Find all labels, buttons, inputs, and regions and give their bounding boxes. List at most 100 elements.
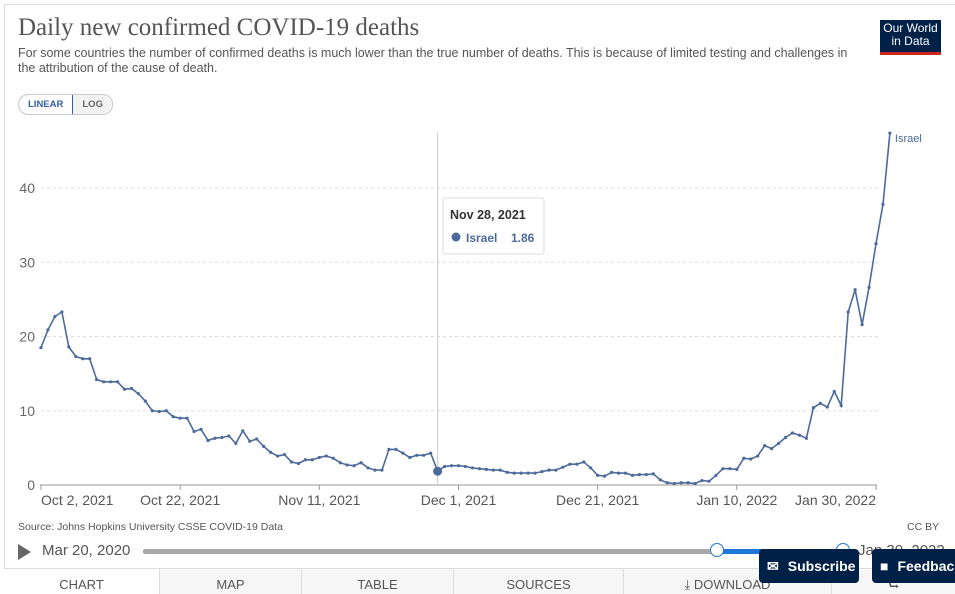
data-point[interactable]	[262, 444, 266, 448]
data-point[interactable]	[317, 455, 321, 460]
data-point[interactable]	[157, 409, 161, 414]
data-point[interactable]	[749, 457, 753, 461]
data-point[interactable]	[776, 441, 781, 446]
data-point[interactable]	[540, 470, 544, 474]
data-point[interactable]	[818, 401, 822, 405]
data-point[interactable]	[88, 357, 92, 361]
data-point[interactable]	[380, 468, 384, 472]
data-point[interactable]	[881, 202, 885, 206]
data-point[interactable]	[296, 461, 301, 466]
data-point[interactable]	[756, 454, 760, 458]
data-point[interactable]	[770, 447, 774, 451]
data-point[interactable]	[470, 466, 475, 470]
data-point[interactable]	[122, 387, 127, 391]
data-point[interactable]	[408, 455, 412, 460]
data-point[interactable]	[227, 434, 231, 438]
data-point[interactable]	[665, 481, 669, 485]
data-point[interactable]	[700, 478, 704, 483]
data-point[interactable]	[533, 471, 537, 475]
data-point[interactable]	[484, 467, 488, 472]
feedback-button[interactable]: ■ Feedbac	[872, 549, 955, 583]
data-point[interactable]	[582, 460, 586, 464]
tab-map[interactable]: MAP	[159, 569, 301, 594]
data-point[interactable]	[67, 345, 71, 349]
data-point[interactable]	[39, 346, 43, 350]
data-point[interactable]	[310, 458, 314, 462]
data-point[interactable]	[234, 441, 238, 446]
timeline-start-handle[interactable]	[710, 543, 724, 557]
data-point[interactable]	[644, 473, 648, 477]
data-point[interactable]	[728, 467, 732, 471]
data-point[interactable]	[81, 357, 85, 361]
tab-chart[interactable]: CHART	[4, 569, 159, 594]
data-point[interactable]	[874, 242, 878, 246]
data-point[interactable]	[547, 468, 551, 472]
data-point[interactable]	[811, 406, 815, 410]
data-point[interactable]	[763, 444, 767, 448]
data-point[interactable]	[797, 433, 802, 437]
data-point[interactable]	[721, 467, 725, 471]
data-point[interactable]	[53, 314, 57, 319]
data-point[interactable]	[839, 403, 843, 408]
data-point[interactable]	[846, 310, 850, 314]
data-point[interactable]	[609, 470, 614, 474]
data-point[interactable]	[171, 415, 175, 419]
data-point[interactable]	[505, 470, 509, 474]
data-point[interactable]	[456, 464, 461, 468]
data-point[interactable]	[129, 386, 134, 391]
data-point[interactable]	[108, 380, 113, 384]
data-point[interactable]	[623, 471, 628, 475]
subscribe-button[interactable]: ✉ Subscribe	[759, 549, 859, 583]
data-point[interactable]	[860, 323, 864, 327]
data-point[interactable]	[206, 438, 210, 443]
data-point[interactable]	[498, 468, 502, 472]
data-point[interactable]	[345, 463, 349, 467]
data-point[interactable]	[589, 466, 593, 470]
data-point[interactable]	[561, 465, 565, 469]
data-point[interactable]	[74, 354, 78, 359]
data-point[interactable]	[825, 405, 829, 409]
data-point[interactable]	[199, 427, 203, 431]
data-point[interactable]	[888, 131, 892, 135]
data-point[interactable]	[491, 468, 495, 472]
data-point[interactable]	[554, 468, 558, 472]
linear-scale-button[interactable]: LINEAR	[18, 95, 74, 114]
data-point[interactable]	[672, 481, 676, 486]
data-point[interactable]	[46, 328, 50, 332]
data-point[interactable]	[282, 452, 287, 457]
data-point[interactable]	[164, 409, 168, 413]
data-point[interactable]	[331, 456, 335, 460]
data-point[interactable]	[429, 451, 433, 455]
play-icon[interactable]	[18, 544, 31, 560]
license-link[interactable]: CC BY	[907, 521, 940, 533]
data-point[interactable]	[519, 471, 523, 475]
line-chart[interactable]: 0 10 20 30 40 Oct 2, 2021 Oct 22, 2021 Nov 11,…	[0, 120, 955, 520]
data-point[interactable]	[338, 461, 342, 465]
data-point[interactable]	[248, 439, 252, 443]
data-point[interactable]	[359, 461, 363, 465]
data-point[interactable]	[401, 451, 405, 455]
tab-table[interactable]: TABLE	[301, 569, 453, 594]
data-point[interactable]	[686, 481, 690, 485]
data-point[interactable]	[415, 453, 419, 457]
data-point[interactable]	[790, 431, 795, 435]
data-point[interactable]	[783, 435, 788, 440]
data-point[interactable]	[115, 380, 120, 384]
data-point[interactable]	[568, 462, 572, 466]
data-point[interactable]	[289, 460, 294, 464]
data-point[interactable]	[853, 288, 857, 292]
data-point[interactable]	[213, 436, 217, 440]
data-point[interactable]	[241, 429, 245, 433]
source-note[interactable]: Source: Johns Hopkins University CSSE CO…	[18, 521, 283, 533]
data-point[interactable]	[143, 399, 147, 403]
data-point[interactable]	[832, 389, 836, 394]
log-scale-button[interactable]: LOG	[73, 95, 112, 114]
data-point[interactable]	[658, 478, 662, 482]
data-point[interactable]	[463, 464, 468, 469]
data-point[interactable]	[387, 447, 391, 451]
data-point[interactable]	[352, 464, 356, 468]
data-point[interactable]	[742, 456, 746, 460]
data-point[interactable]	[707, 479, 711, 483]
data-point[interactable]	[255, 437, 259, 441]
data-point[interactable]	[324, 454, 328, 458]
